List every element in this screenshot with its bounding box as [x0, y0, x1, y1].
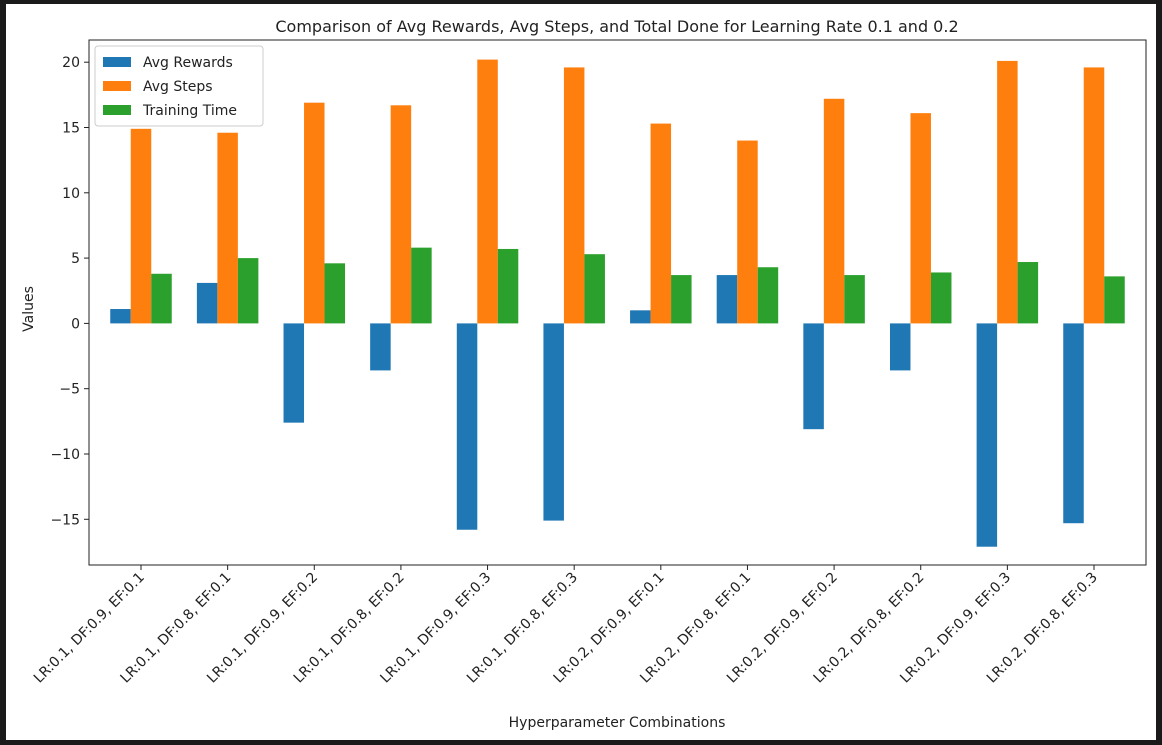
legend-swatch	[103, 57, 131, 67]
bar-avg-rewards	[1063, 323, 1084, 524]
y-tick-label: 0	[71, 316, 80, 332]
y-tick-label: 5	[71, 251, 80, 267]
bar-avg-rewards	[543, 323, 564, 521]
y-tick-label: −10	[50, 447, 80, 463]
y-tick-label: −5	[59, 382, 80, 398]
legend-entry: Training Time	[142, 103, 237, 119]
bar-avg-steps	[217, 132, 238, 324]
legend: Avg Rewards Avg Steps Training Time	[94, 45, 264, 127]
bar-avg-steps	[737, 140, 758, 324]
chart-title: Comparison of Avg Rewards, Avg Steps, an…	[275, 17, 958, 36]
legend-entry: Avg Rewards	[143, 55, 233, 71]
bar-avg-steps	[304, 102, 325, 324]
legend-box	[94, 45, 264, 127]
y-tick-label: −15	[50, 512, 80, 528]
bars-group	[110, 59, 1125, 547]
bar-chart: Comparison of Avg Rewards, Avg Steps, an…	[21, 17, 1147, 731]
bar-avg-rewards	[456, 323, 478, 530]
y-tick-label: 15	[62, 121, 80, 137]
bar-avg-steps	[997, 60, 1018, 324]
bar-training-time	[930, 272, 952, 324]
bar-avg-steps	[477, 59, 498, 324]
bar-avg-rewards	[283, 323, 305, 423]
bar-training-time	[151, 273, 172, 324]
bar-avg-steps	[910, 113, 931, 324]
bar-training-time	[1017, 262, 1039, 324]
y-tick-label: 10	[62, 186, 80, 202]
bar-training-time	[324, 263, 346, 324]
bar-avg-steps	[1083, 67, 1105, 324]
bar-avg-steps	[823, 98, 845, 324]
bar-avg-rewards	[803, 323, 824, 430]
bar-training-time	[584, 254, 605, 324]
bar-avg-rewards	[196, 282, 218, 324]
bar-avg-rewards	[370, 323, 391, 371]
bar-avg-steps	[130, 128, 152, 324]
bar-training-time	[844, 275, 865, 324]
bar-avg-rewards	[976, 323, 998, 547]
chart-frame: Comparison of Avg Rewards, Avg Steps, an…	[6, 4, 1156, 740]
bar-training-time	[497, 248, 519, 324]
y-axis: −15 −10 −5 0 5 10 15 20	[50, 55, 89, 528]
bar-training-time	[1104, 276, 1125, 324]
x-axis-label: Hyperparameter Combinations	[509, 715, 726, 731]
bar-avg-rewards	[630, 310, 651, 324]
x-axis: LR:0.1, DF:0.9, EF:0.1LR:0.1, DF:0.8, EF…	[31, 565, 1101, 686]
y-tick-label: 20	[62, 55, 80, 71]
bar-training-time	[411, 247, 432, 324]
plot-area	[88, 39, 1147, 566]
legend-swatch	[103, 105, 131, 115]
bar-avg-rewards	[716, 275, 738, 324]
bar-training-time	[757, 267, 779, 324]
legend-swatch	[103, 81, 131, 91]
y-axis-label: Values	[21, 286, 37, 332]
bar-training-time	[671, 275, 692, 324]
bar-avg-rewards	[889, 323, 911, 371]
bar-avg-steps	[390, 105, 412, 324]
bar-avg-steps	[563, 67, 585, 324]
bar-avg-steps	[650, 123, 672, 324]
bar-training-time	[237, 258, 259, 324]
legend-entry: Avg Steps	[143, 79, 213, 95]
bar-avg-rewards	[110, 309, 131, 324]
